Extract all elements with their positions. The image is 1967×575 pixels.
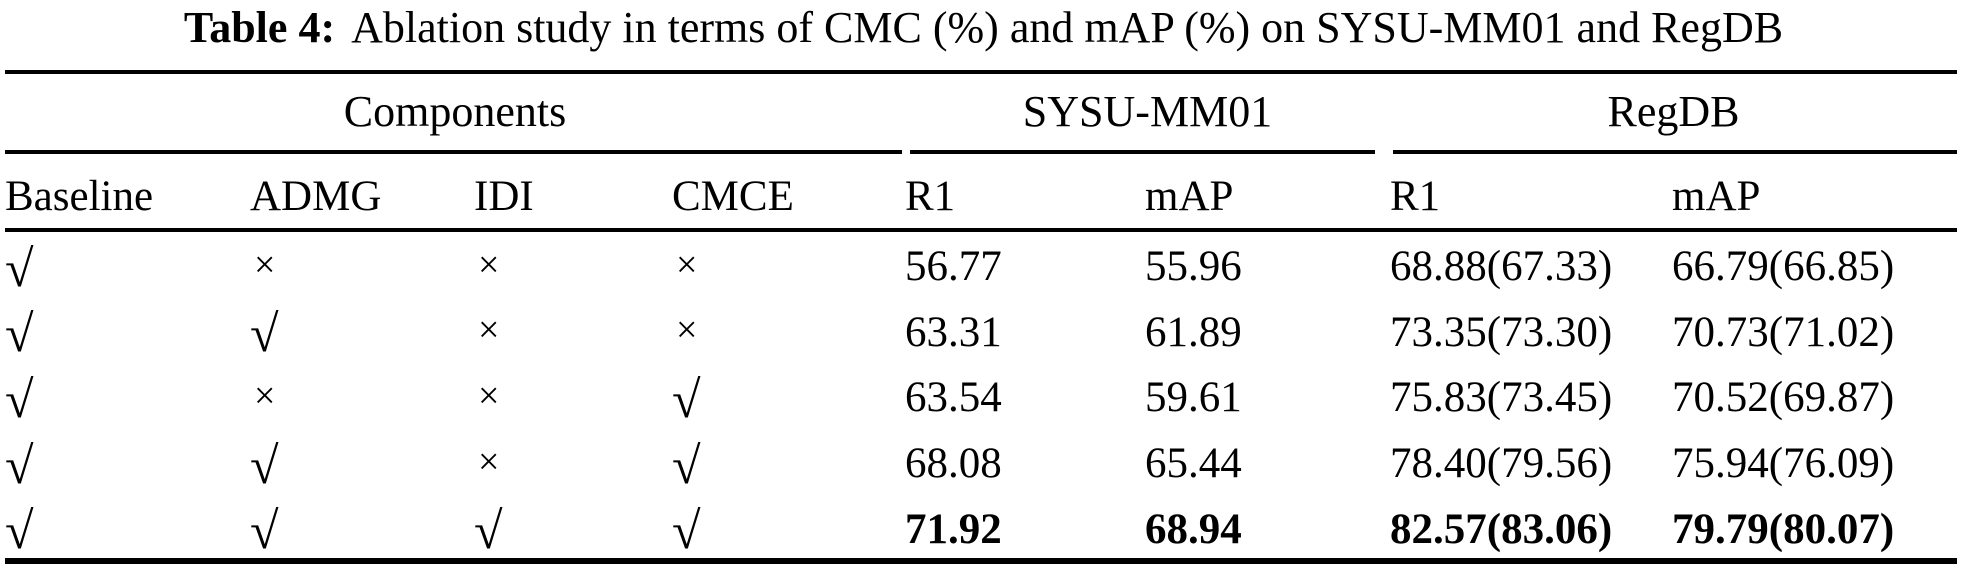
column-header-sysu-r1: R1 [905, 172, 956, 220]
ablation-table: Components SYSU-MM01 RegDB Baseline ADMG… [5, 70, 1957, 558]
group-header-components: Components [343, 86, 567, 136]
metric-value-cell: 75.83(73.45) [1390, 374, 1613, 422]
metric-value-cell: 71.92 [905, 505, 1002, 553]
component-check-mark: √ [5, 240, 34, 298]
column-header-regdb-map: mAP [1672, 172, 1761, 220]
metric-value-cell: 75.94(76.09) [1672, 440, 1895, 488]
component-check-mark: √ [5, 371, 34, 429]
metric-value-cell: 65.44 [1145, 440, 1242, 488]
table-caption: Table 4: Ablation study in terms of CMC (… [0, 2, 1967, 54]
column-header-idi: IDI [474, 172, 534, 220]
table-caption-number: Table 4: [183, 3, 336, 52]
table-top-rule [5, 70, 1957, 74]
metric-value-cell: 68.94 [1145, 505, 1242, 553]
component-cross-mark: × [478, 440, 500, 483]
metric-value-cell: 70.52(69.87) [1672, 374, 1895, 422]
component-check-mark: √ [5, 503, 34, 561]
component-check-mark: √ [672, 437, 701, 495]
metric-value-cell: 63.31 [905, 308, 1002, 356]
metric-value-cell: 82.57(83.06) [1390, 505, 1613, 553]
column-header-cmce: CMCE [672, 172, 794, 220]
component-check-mark: √ [250, 306, 279, 364]
sysu-group-rule [910, 150, 1375, 154]
component-check-mark: √ [672, 371, 701, 429]
column-header-regdb-r1: R1 [1390, 172, 1441, 220]
metric-value-cell: 56.77 [905, 243, 1002, 291]
group-header-sysu-mm01: SYSU-MM01 [1022, 86, 1273, 136]
component-cross-mark: × [478, 374, 500, 417]
component-cross-mark: × [254, 243, 276, 286]
component-cross-mark: × [254, 374, 276, 417]
column-header-sysu-map: mAP [1145, 172, 1234, 220]
component-cross-mark: × [676, 243, 698, 286]
metric-value-cell: 68.08 [905, 440, 1002, 488]
metric-value-cell: 66.79(66.85) [1672, 243, 1895, 291]
table-caption-text: Ablation study in terms of CMC (%) and m… [351, 3, 1784, 52]
metric-value-cell: 70.73(71.02) [1672, 308, 1895, 356]
header-rule [5, 228, 1957, 232]
metric-value-cell: 63.54 [905, 374, 1002, 422]
metric-value-cell: 61.89 [1145, 308, 1242, 356]
component-check-mark: √ [250, 503, 279, 561]
component-cross-mark: × [676, 309, 698, 352]
component-check-mark: √ [5, 437, 34, 495]
component-check-mark: √ [250, 437, 279, 495]
component-cross-mark: × [478, 309, 500, 352]
metric-value-cell: 79.79(80.07) [1672, 505, 1895, 553]
metric-value-cell: 68.88(67.33) [1390, 243, 1613, 291]
components-group-rule [5, 150, 902, 154]
metric-value-cell: 59.61 [1145, 374, 1242, 422]
component-cross-mark: × [478, 243, 500, 286]
column-header-baseline: Baseline [5, 172, 154, 220]
component-check-mark: √ [672, 503, 701, 561]
column-header-admg: ADMG [250, 172, 382, 220]
regdb-group-rule [1393, 150, 1957, 154]
metric-value-cell: 73.35(73.30) [1390, 308, 1613, 356]
table-bottom-rule [5, 558, 1957, 564]
group-header-regdb: RegDB [1607, 86, 1740, 136]
metric-value-cell: 55.96 [1145, 243, 1242, 291]
component-check-mark: √ [5, 306, 34, 364]
metric-value-cell: 78.40(79.56) [1390, 440, 1613, 488]
component-check-mark: √ [474, 503, 503, 561]
